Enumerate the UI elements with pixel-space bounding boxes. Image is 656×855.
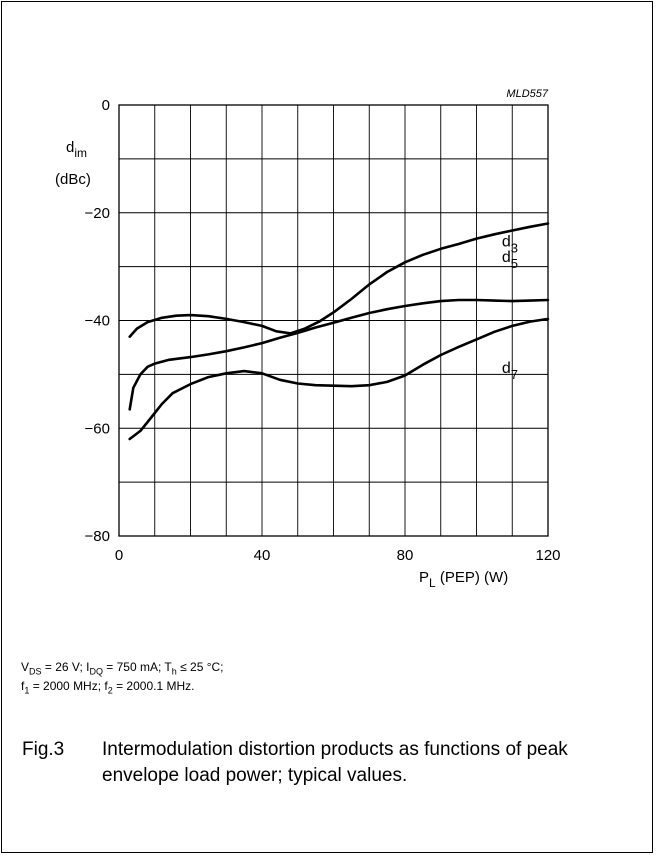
- figure-code: MLD557: [506, 88, 548, 100]
- subscript-text: DS: [29, 666, 42, 677]
- caption-number: Fig.3: [22, 739, 65, 760]
- series-line-d7: [128, 317, 550, 441]
- subscript-text: h: [171, 666, 177, 677]
- series-line-d3: [128, 222, 550, 338]
- plot-border: [118, 104, 549, 537]
- chart-tick-labels: 0 40 80 120 0 −20 −40 −60 −80: [85, 97, 561, 564]
- caption-text: Intermodulation distortion products as f…: [102, 739, 568, 786]
- subscript-text: 2: [107, 685, 113, 696]
- x-tick-label: 120: [535, 547, 560, 564]
- subscript-text: 1: [24, 685, 30, 696]
- x-axis-label: PL (PEP) (W): [419, 569, 508, 590]
- y-axis-label: dim: [66, 139, 87, 160]
- y-tick-label: 0: [102, 97, 110, 114]
- conditions-line-1: VDS = 26 V; IDQ = 750 mA; Th ≤ 25 °C;: [21, 660, 224, 679]
- test-conditions: VDS = 26 V; IDQ = 750 mA; Th ≤ 25 °C; f1…: [21, 660, 224, 699]
- condition-text: = 750 mA; T: [102, 660, 172, 674]
- chart-curves: [128, 222, 550, 441]
- x-tick-label: 40: [254, 547, 271, 564]
- chart-grid: [119, 105, 548, 536]
- condition-text: = 2000.1 MHz.: [112, 679, 195, 694]
- condition-text: = 26 V; I: [41, 660, 90, 674]
- x-tick-label: 80: [397, 547, 414, 564]
- y-axis-unit: (dBc): [55, 171, 91, 188]
- y-tick-label: −80: [85, 528, 110, 545]
- condition-text: ≤ 25 °C;: [176, 660, 224, 674]
- series-label-d5: d5: [502, 249, 518, 271]
- condition-text: V: [21, 660, 30, 674]
- condition-text: f: [21, 679, 25, 694]
- series-label-d3: d3: [502, 234, 518, 256]
- y-tick-label: −60: [85, 420, 110, 437]
- subscript-text: DQ: [89, 666, 103, 677]
- y-tick-label: −20: [85, 205, 110, 222]
- x-tick-label: 0: [115, 547, 123, 564]
- series-label-d7: d7: [502, 360, 518, 382]
- y-tick-label: −40: [85, 313, 110, 330]
- conditions-line-2: f1 = 2000 MHz; f2 = 2000.1 MHz.: [21, 679, 224, 698]
- series-line-d5: [128, 298, 550, 411]
- condition-text: = 2000 MHz; f: [29, 679, 108, 694]
